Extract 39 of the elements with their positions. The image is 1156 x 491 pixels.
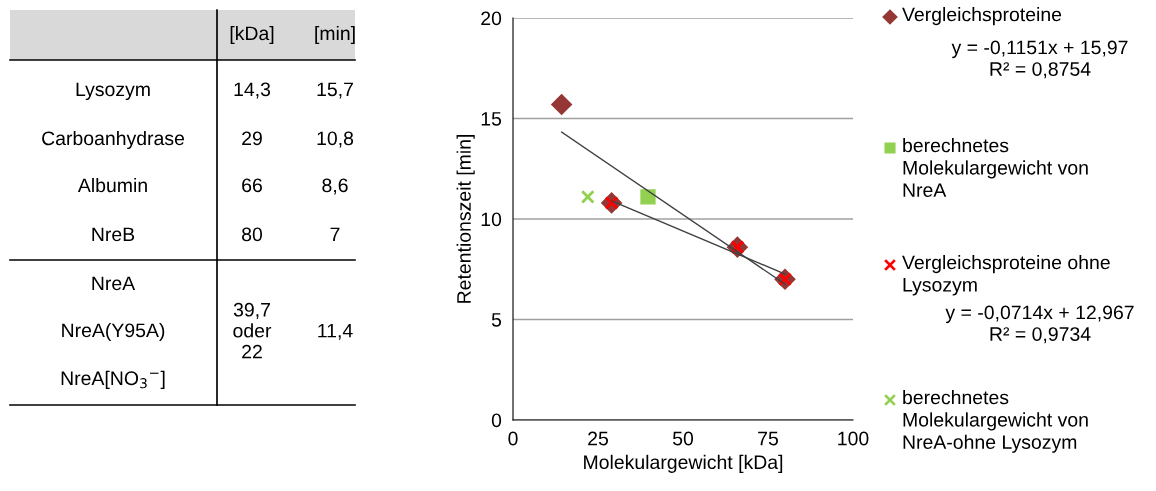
- text: Lysozym: [76, 82, 150, 101]
- x-tick-label: 25: [588, 431, 608, 446]
- text: 39,7 oder 22: [233, 302, 272, 359]
- legend-label: Vergleichsproteine: [902, 7, 1062, 26]
- text: y = -0,1151x + 15,97 R² = 0,8754: [951, 40, 1128, 79]
- x-tick-label: 50: [672, 431, 694, 446]
- text: NreA[NO$_{3}$$^{−}$]: [61, 370, 165, 389]
- y-tick-label: 5: [491, 313, 502, 327]
- text: y = -0,0714x + 12,967 R² = 0,9734: [945, 305, 1134, 344]
- text: NreB: [92, 227, 135, 242]
- text: [min]: [315, 25, 355, 45]
- x-axis-title: Molekulargewicht [kDa]: [584, 454, 783, 473]
- text: 14,3: [234, 82, 271, 99]
- point: [551, 93, 573, 115]
- legend-label: berechnetes Molekulargewicht von NreA-ohne Lysozym: [903, 390, 1088, 453]
- text: NreA(Y95A): [62, 322, 165, 342]
- y-axis-title: Retentionszeit [min]: [456, 135, 475, 303]
- x-tick-label: 75: [758, 431, 778, 446]
- text: Albumin: [77, 177, 147, 193]
- text: 7: [330, 227, 340, 242]
- x-tick-label: 100: [838, 431, 869, 446]
- y-tick-label: 0: [491, 413, 502, 428]
- text: [kDa]: [230, 25, 274, 45]
- text: 11,4: [318, 323, 353, 340]
- text: Carboanhydrase: [42, 130, 185, 150]
- text: 29: [242, 131, 262, 146]
- text: NreA: [92, 276, 136, 291]
- y-tick-label: 20: [481, 11, 502, 26]
- text: 66: [242, 178, 262, 193]
- y-tick-label: 10: [481, 212, 502, 227]
- text: 15,7: [317, 82, 353, 99]
- text: 10,8: [317, 131, 354, 148]
- text: 80: [242, 227, 263, 242]
- point: [640, 189, 656, 205]
- point: [580, 189, 595, 204]
- y-tick-label: 15: [481, 112, 502, 126]
- text: 8,6: [322, 178, 348, 195]
- legend-label: berechnetes Molekulargewicht von NreA: [903, 138, 1088, 197]
- x-tick-label: 0: [508, 431, 518, 446]
